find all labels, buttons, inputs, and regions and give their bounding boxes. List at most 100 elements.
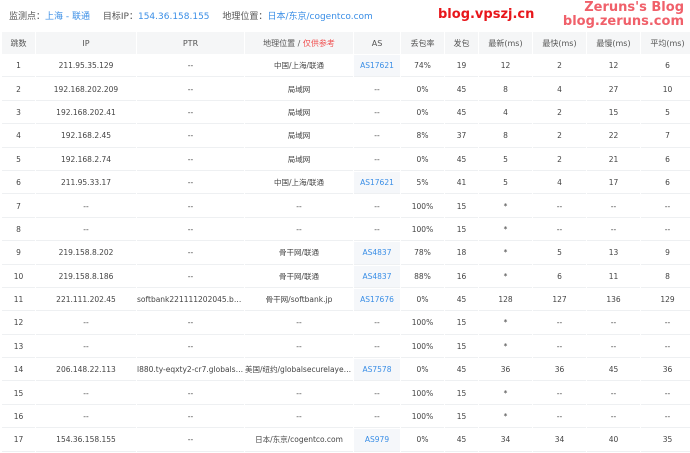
cell-avg: -- <box>641 195 690 218</box>
cell-last: 128 <box>479 289 532 312</box>
cell-hop: 9 <box>2 242 35 265</box>
watermark-zeruns: Zeruns's Blog blog.zeruns.com <box>563 1 684 29</box>
cell-geo: 局域网 <box>245 102 353 125</box>
as-link[interactable]: AS17621 <box>360 178 394 188</box>
probe-label: 监测点： <box>9 12 46 22</box>
cell-loss: 100% <box>401 195 444 218</box>
cell-geo: 骨干网/联通 <box>245 242 353 265</box>
table-row: 14 206.148.22.113 l880.ty-eqxty2-cr7.globa… <box>2 359 690 382</box>
table-row: 5 192.168.2.74 -- 局域网 -- 0% 45 5 2 21 6 <box>2 149 690 171</box>
cell-best: 6 <box>533 266 586 288</box>
cell-ptr: -- <box>137 336 244 359</box>
cell-geo: -- <box>245 219 353 242</box>
table-row: 15 -- -- -- -- 100% 15 * -- -- -- <box>2 382 690 405</box>
cell-as: -- <box>354 125 400 148</box>
cell-ptr: -- <box>137 55 244 78</box>
cell-sent: 37 <box>445 125 478 148</box>
cell-best: 2 <box>533 149 586 171</box>
cell-avg: 6 <box>641 55 690 78</box>
cell-last: 5 <box>479 172 532 195</box>
cell-avg: 5 <box>641 102 690 125</box>
cell-ptr: -- <box>137 266 244 288</box>
cell-as: -- <box>354 382 400 405</box>
table-row: 7 -- -- -- -- 100% 15 * -- -- -- <box>2 195 690 218</box>
cell-loss: 0% <box>401 149 444 171</box>
cell-hop: 17 <box>2 429 35 452</box>
cell-ip: 192.168.202.41 <box>36 102 136 125</box>
cell-geo: -- <box>245 382 353 405</box>
cell-last: * <box>479 336 532 359</box>
cell-geo: 美国/纽约/globalsecurelayer.com <box>245 359 353 382</box>
table-row: 16 -- -- -- -- 100% 15 * -- -- -- <box>2 406 690 429</box>
cell-as: -- <box>354 102 400 125</box>
cell-as: AS7578 <box>354 359 400 382</box>
cell-sent: 15 <box>445 195 478 218</box>
table-row: 17 154.36.158.155 -- 日本/东京/cogentco.com AS97… <box>2 429 690 452</box>
cell-worst: -- <box>587 195 640 218</box>
table-header: 跳数 IP PTR 地理位置 / 仅供参考 AS 丢包率 发包 最新(ms) 最… <box>2 32 690 54</box>
cell-avg: 129 <box>641 289 690 312</box>
cell-loss: 100% <box>401 336 444 359</box>
cell-as: -- <box>354 195 400 218</box>
cell-best: -- <box>533 219 586 242</box>
cell-loss: 100% <box>401 219 444 242</box>
cell-hop: 11 <box>2 289 35 312</box>
cell-best: 4 <box>533 172 586 195</box>
cell-geo: 中国/上海/联通 <box>245 55 353 78</box>
cell-last: 12 <box>479 55 532 78</box>
table-row: 11 221.111.202.45 softbank221111202045.bbt… <box>2 288 690 312</box>
cell-sent: 45 <box>445 289 478 312</box>
cell-best: -- <box>533 382 586 405</box>
cell-worst: 15 <box>587 102 640 125</box>
cell-avg: 10 <box>641 78 690 101</box>
cell-hop: 3 <box>2 102 35 125</box>
cell-hop: 8 <box>2 219 35 242</box>
cell-worst: -- <box>587 336 640 359</box>
cell-sent: 16 <box>445 266 478 288</box>
as-link[interactable]: AS17676 <box>360 295 394 305</box>
cell-sent: 18 <box>445 242 478 265</box>
cell-avg: 8 <box>641 266 690 288</box>
table-row: 4 192.168.2.45 -- 局域网 -- 8% 37 8 2 22 7 <box>2 125 690 148</box>
cell-as: AS17621 <box>354 55 400 78</box>
cell-hop: 12 <box>2 312 35 335</box>
geo-header-sep: / <box>297 38 303 48</box>
cell-ip: 192.168.202.209 <box>36 78 136 101</box>
cell-last: * <box>479 406 532 429</box>
as-link[interactable]: AS4837 <box>362 248 392 258</box>
table-row: 13 -- -- -- -- 100% 15 * -- -- -- <box>2 336 690 359</box>
cell-worst: -- <box>587 312 640 335</box>
as-link[interactable]: AS4837 <box>362 271 392 281</box>
cell-ip: -- <box>36 312 136 335</box>
cell-avg: -- <box>641 382 690 405</box>
cell-last: * <box>479 266 532 288</box>
as-link[interactable]: AS7578 <box>362 365 392 375</box>
cell-worst: -- <box>587 406 640 429</box>
cell-sent: 15 <box>445 382 478 405</box>
cell-loss: 0% <box>401 78 444 101</box>
cell-sent: 15 <box>445 336 478 359</box>
cell-avg: 9 <box>641 242 690 265</box>
cell-as: -- <box>354 406 400 429</box>
cell-last: 8 <box>479 125 532 148</box>
cell-ptr: l880.ty-eqxty2-cr7.globalsecurelayer.com <box>137 359 244 382</box>
cell-avg: 6 <box>641 172 690 195</box>
cell-ptr: -- <box>137 406 244 429</box>
cell-worst: 136 <box>587 289 640 312</box>
cell-last: * <box>479 382 532 405</box>
cell-ip: 221.111.202.45 <box>36 289 136 312</box>
cell-last: * <box>479 195 532 218</box>
cell-last: 4 <box>479 102 532 125</box>
col-sent: 发包 <box>445 32 478 54</box>
col-best: 最快(ms) <box>533 32 586 54</box>
cell-ptr: -- <box>137 382 244 405</box>
as-link[interactable]: AS17621 <box>360 61 394 71</box>
target-ip: 154.36.158.155 <box>137 12 210 22</box>
probe-info: 监测点：上海 - 联通 目标IP：154.36.158.155 地理位置：日本/… <box>9 9 383 22</box>
cell-hop: 2 <box>2 78 35 101</box>
cell-hop: 6 <box>2 172 35 195</box>
cell-ptr: -- <box>137 312 244 335</box>
as-link[interactable]: AS979 <box>364 435 390 445</box>
cell-loss: 0% <box>401 359 444 382</box>
cell-avg: 7 <box>641 125 690 148</box>
